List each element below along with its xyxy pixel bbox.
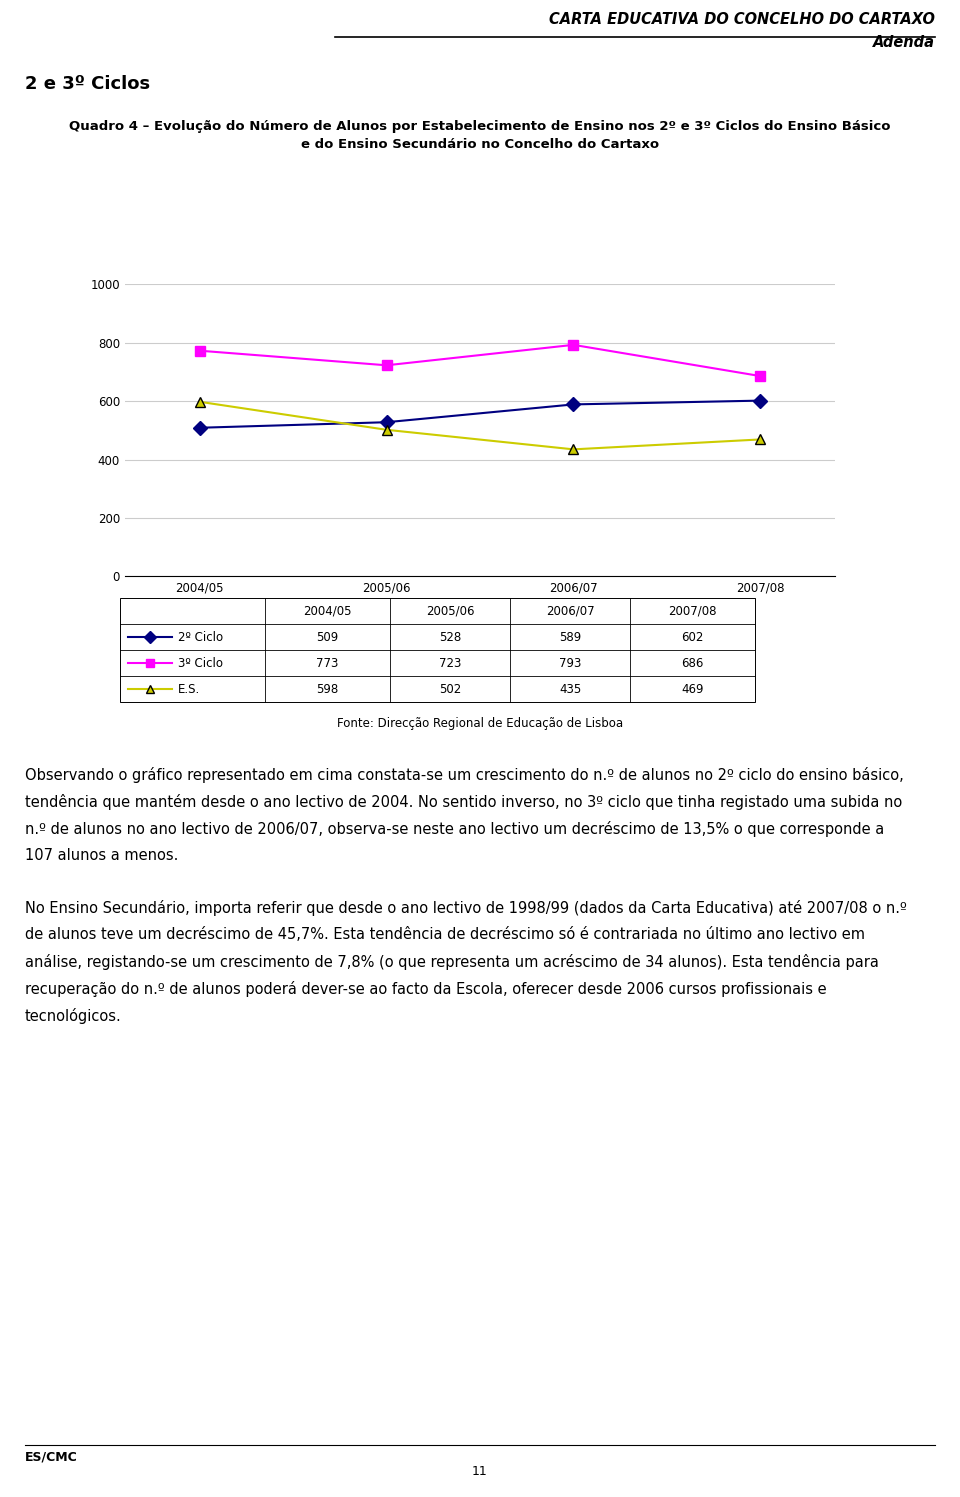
- Bar: [120, 599, 755, 702]
- Text: CARTA EDUCATIVA DO CONCELHO DO CARTAXO: CARTA EDUCATIVA DO CONCELHO DO CARTAXO: [549, 12, 935, 27]
- Text: n.º de alunos no ano lectivo de 2006/07, observa-se neste ano lectivo um decrésc: n.º de alunos no ano lectivo de 2006/07,…: [25, 822, 884, 837]
- Text: 723: 723: [439, 657, 461, 669]
- Text: 2007/08: 2007/08: [668, 605, 717, 618]
- Text: 435: 435: [559, 683, 581, 696]
- Text: 2006/07: 2006/07: [545, 605, 594, 618]
- Text: 107 alunos a menos.: 107 alunos a menos.: [25, 849, 179, 864]
- Text: 793: 793: [559, 657, 581, 669]
- Text: 602: 602: [682, 630, 704, 644]
- Text: 2005/06: 2005/06: [425, 605, 474, 618]
- Text: de alunos teve um decréscimo de 45,7%. Esta tendência de decréscimo só é contrar: de alunos teve um decréscimo de 45,7%. E…: [25, 927, 865, 942]
- Text: 2 e 3º Ciclos: 2 e 3º Ciclos: [25, 75, 150, 93]
- Text: Fonte: Direcção Regional de Educação de Lisboa: Fonte: Direcção Regional de Educação de …: [337, 717, 623, 731]
- Text: 502: 502: [439, 683, 461, 696]
- Text: 528: 528: [439, 630, 461, 644]
- Text: 2004/05: 2004/05: [303, 605, 351, 618]
- Text: 469: 469: [682, 683, 704, 696]
- Text: tecnológicos.: tecnológicos.: [25, 1009, 122, 1024]
- Text: tendência que mantém desde o ano lectivo de 2004. No sentido inverso, no 3º cicl: tendência que mantém desde o ano lectivo…: [25, 795, 902, 810]
- Text: 509: 509: [317, 630, 339, 644]
- Text: 598: 598: [317, 683, 339, 696]
- Text: recuperação do n.º de alunos poderá dever-se ao facto da Escola, oferecer desde : recuperação do n.º de alunos poderá deve…: [25, 982, 827, 997]
- Text: 589: 589: [559, 630, 581, 644]
- Text: 3º Ciclo: 3º Ciclo: [178, 657, 223, 669]
- Text: 11: 11: [472, 1466, 488, 1478]
- Text: Adenda: Adenda: [873, 34, 935, 49]
- Text: e do Ensino Secundário no Concelho do Cartaxo: e do Ensino Secundário no Concelho do Ca…: [300, 138, 660, 151]
- Text: Quadro 4 – Evolução do Número de Alunos por Estabelecimento de Ensino nos 2º e 3: Quadro 4 – Evolução do Número de Alunos …: [69, 120, 891, 133]
- Text: E.S.: E.S.: [178, 683, 201, 696]
- Text: Observando o gráfico representado em cima constata-se um crescimento do n.º de a: Observando o gráfico representado em cim…: [25, 768, 903, 783]
- Text: ES/CMC: ES/CMC: [25, 1451, 78, 1464]
- Text: 2º Ciclo: 2º Ciclo: [178, 630, 223, 644]
- Text: 686: 686: [682, 657, 704, 669]
- Text: 773: 773: [316, 657, 339, 669]
- Text: No Ensino Secundário, importa referir que desde o ano lectivo de 1998/99 (dados : No Ensino Secundário, importa referir qu…: [25, 900, 907, 916]
- Text: análise, registando-se um crescimento de 7,8% (o que representa um acréscimo de : análise, registando-se um crescimento de…: [25, 955, 878, 970]
